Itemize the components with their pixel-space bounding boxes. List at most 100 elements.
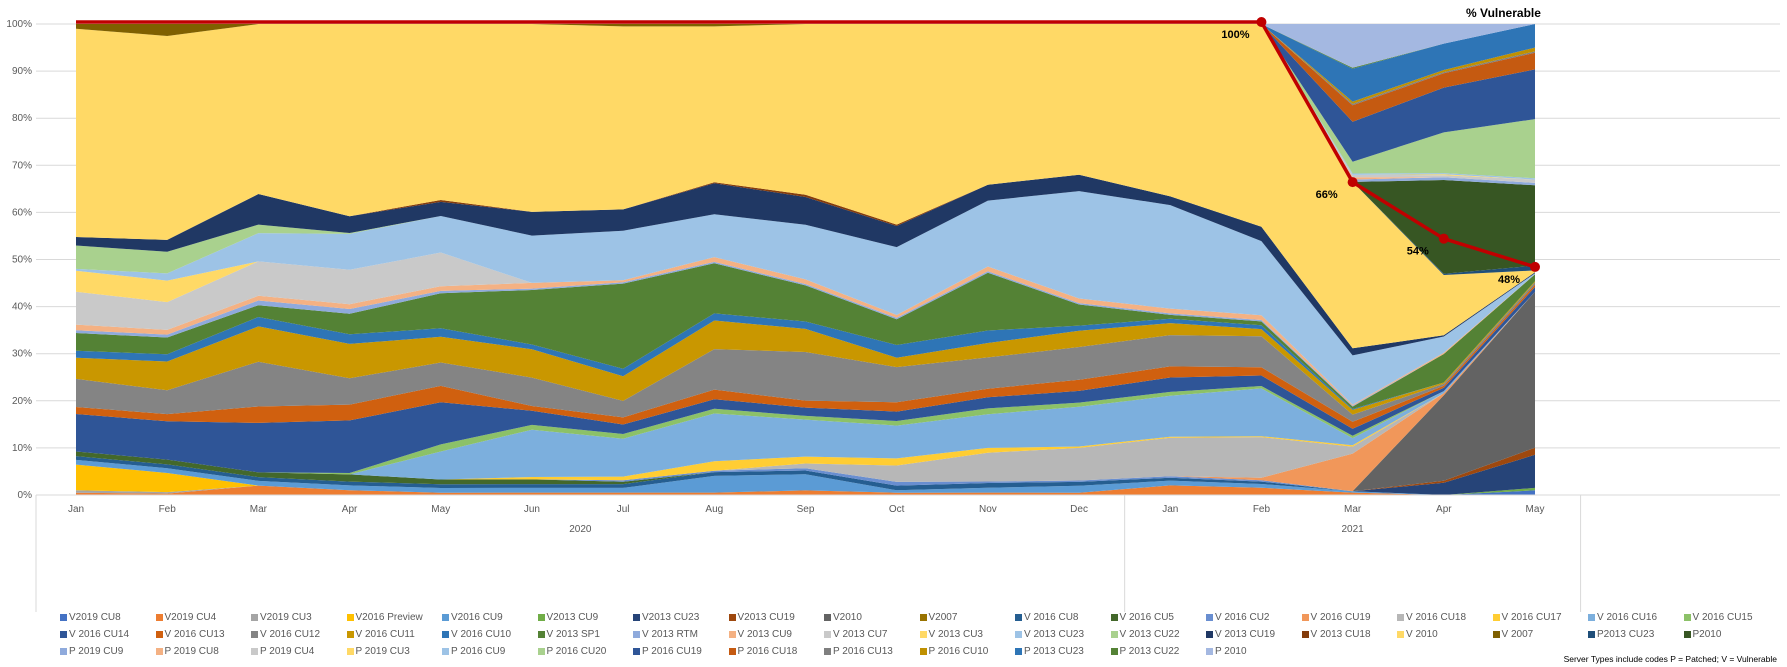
- data-label: 54%: [1407, 246, 1429, 258]
- y-tick-label: 80%: [12, 113, 32, 124]
- legend-item: V2013 CU19: [728, 612, 825, 623]
- x-tick-label: Dec: [1070, 504, 1088, 515]
- legend-swatch: [1110, 648, 1118, 655]
- legend-label: V 2016 CU11: [355, 629, 415, 640]
- legend-item: P 2016 CU10: [919, 646, 1016, 657]
- y-tick-label: 50%: [12, 255, 32, 266]
- legend-label: P 2016 CU18: [737, 646, 798, 657]
- legend-swatch: [1206, 648, 1213, 655]
- x-tick-label: Apr: [1436, 504, 1452, 515]
- legend-swatch: [155, 631, 163, 638]
- legend-item: V 2013 RTM: [633, 629, 729, 640]
- legend-swatch: [155, 614, 163, 621]
- legend-swatch: [919, 631, 927, 638]
- legend-item: P 2013 CU23: [1015, 646, 1111, 657]
- legend-label: V 2016 CU10: [451, 629, 512, 640]
- legend-label: V 2016 CU13: [164, 629, 225, 640]
- y-tick-label: 10%: [12, 443, 32, 454]
- legend-item: V2019 CU4: [155, 612, 252, 623]
- data-label: 48%: [1498, 274, 1520, 286]
- y-tick-label: 70%: [12, 160, 32, 171]
- legend-item: V 2016 CU19: [1301, 612, 1398, 623]
- area-v-2013-cu19: [76, 174, 1535, 356]
- y-tick-label: 20%: [12, 396, 32, 407]
- legend-item: V2013 CU9: [537, 612, 634, 623]
- legend-item: V2010: [824, 612, 920, 623]
- legend-label: V 2013 CU22: [1119, 629, 1180, 640]
- legend-label: P 2013 CU23: [1024, 646, 1084, 657]
- area-v-2016-cu12: [76, 282, 1535, 422]
- legend: V2019 CU8 V2019 CU4 V2019 CU3 V2016 Preview…: [60, 612, 1780, 657]
- legend-label: V 2016 CU2: [1215, 612, 1270, 623]
- legend-swatch: [1397, 631, 1404, 638]
- legend-item: V 2013 CU18: [1301, 629, 1398, 640]
- line-marker: [1438, 233, 1449, 244]
- legend-swatch: [919, 614, 927, 621]
- legend-label: V2016 Preview: [355, 612, 423, 623]
- legend-label: V 2016 CU5: [1119, 612, 1174, 623]
- legend-label: V 2016 CU14: [69, 629, 130, 640]
- legend-swatch: [537, 631, 545, 638]
- legend-label: V2013 CU23: [642, 612, 700, 623]
- legend-item: V 2016 CU18: [1397, 612, 1493, 623]
- legend-item: V 2010: [1397, 629, 1493, 640]
- legend-swatch: [1683, 614, 1691, 621]
- area-v-2013-cu23: [76, 191, 1535, 405]
- legend-label: P 2013 CU22: [1119, 646, 1180, 657]
- legend-item: P 2019 CU9: [60, 646, 156, 657]
- legend-label: V2013 CU19: [737, 612, 795, 623]
- legend-item: P 2016 CU19: [633, 646, 729, 657]
- legend-label: P 2019 CU3: [355, 646, 410, 657]
- legend-item: V2019 CU8: [60, 612, 156, 623]
- legend-swatch: [1301, 614, 1309, 621]
- legend-item: P2013 CU23: [1588, 629, 1684, 640]
- legend-swatch: [251, 648, 258, 655]
- legend-item: V2013 CU23: [633, 612, 729, 623]
- legend-swatch: [633, 631, 640, 638]
- y-tick-label: 90%: [12, 66, 32, 77]
- legend-swatch: [1492, 614, 1500, 621]
- x-tick-label: Jun: [524, 504, 540, 515]
- legend-swatch: [442, 631, 449, 638]
- area-p-2010: [76, 24, 1535, 68]
- legend-label: P 2019 CU8: [164, 646, 219, 657]
- line-marker: [1347, 177, 1358, 188]
- legend-label: V 2013 CU7: [833, 629, 888, 640]
- legend-label: P 2019 CU4: [260, 646, 315, 657]
- legend-item: V 2013 CU7: [824, 629, 920, 640]
- legend-item: V 2013 CU23: [1015, 629, 1111, 640]
- legend-swatch: [1110, 614, 1118, 621]
- vulnerable-line: [76, 20, 1536, 269]
- legend-swatch: [1588, 631, 1595, 638]
- legend-item: V 2013 CU3: [919, 629, 1016, 640]
- legend-label: V2019 CU8: [69, 612, 121, 623]
- x-tick-label: Jan: [1162, 504, 1178, 515]
- x-tick-label: Feb: [1253, 504, 1271, 515]
- legend-swatch: [1015, 614, 1022, 621]
- legend-item: P 2013 CU22: [1110, 646, 1207, 657]
- legend-swatch: [728, 631, 736, 638]
- legend-swatch: [633, 648, 640, 655]
- legend-item: P 2019 CU8: [155, 646, 252, 657]
- area-v-2016-cu11: [76, 281, 1535, 415]
- data-label: 66%: [1316, 189, 1338, 201]
- area-v-2016-cu13: [76, 284, 1535, 429]
- legend-label: V 2016 CU12: [260, 629, 321, 640]
- legend-label: V 2016 CU17: [1501, 612, 1562, 623]
- legend-label: P 2016 CU20: [546, 646, 607, 657]
- legend-label: V2016 CU9: [451, 612, 503, 623]
- x-tick-label: Nov: [979, 504, 997, 515]
- legend-item: V 2016 CU12: [251, 629, 347, 640]
- legend-label: V 2013 CU3: [928, 629, 983, 640]
- legend-item: V 2016 CU10: [442, 629, 538, 640]
- legend-label: P 2016 CU10: [928, 646, 989, 657]
- legend-swatch: [251, 631, 258, 638]
- legend-label: V 2010: [1406, 629, 1438, 640]
- legend-label: V2010: [833, 612, 862, 623]
- legend-label: P2013 CU23: [1597, 629, 1655, 640]
- legend-item: P2010: [1683, 629, 1780, 640]
- legend-label: V2019 CU3: [260, 612, 312, 623]
- legend-swatch: [346, 631, 354, 638]
- y-tick-label: 60%: [12, 207, 32, 218]
- legend-swatch: [1206, 614, 1213, 621]
